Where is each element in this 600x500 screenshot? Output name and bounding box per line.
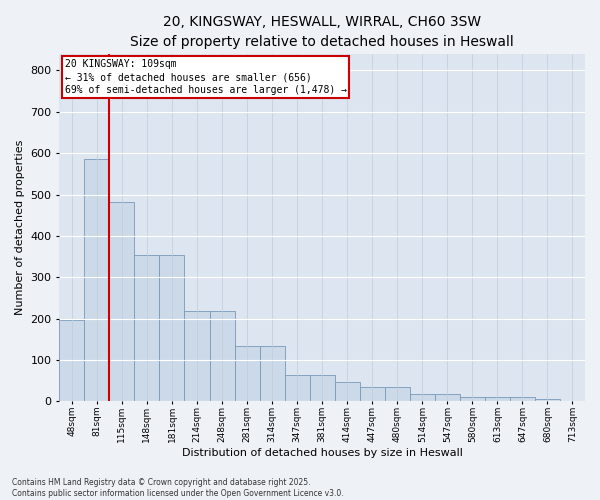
Bar [160,254,184,402]
Bar [59,320,85,402]
Title: 20, KINGSWAY, HESWALL, WIRRAL, CH60 3SW
Size of property relative to detached ho: 20, KINGSWAY, HESWALL, WIRRAL, CH60 3SW … [130,15,514,48]
Bar [335,382,360,402]
Bar [435,394,460,402]
Bar [284,374,310,402]
Bar [134,254,160,402]
X-axis label: Distribution of detached houses by size in Heswall: Distribution of detached houses by size … [182,448,463,458]
Bar [235,346,260,402]
Bar [260,346,284,402]
Bar [310,374,335,402]
Bar [109,202,134,402]
Bar [209,311,235,402]
Text: 20 KINGSWAY: 109sqm
← 31% of detached houses are smaller (656)
69% of semi-detac: 20 KINGSWAY: 109sqm ← 31% of detached ho… [65,59,347,96]
Text: Contains HM Land Registry data © Crown copyright and database right 2025.
Contai: Contains HM Land Registry data © Crown c… [12,478,344,498]
Bar [410,394,435,402]
Bar [485,398,510,402]
Bar [360,387,385,402]
Bar [535,398,560,402]
Bar [184,311,209,402]
Bar [510,398,535,402]
Y-axis label: Number of detached properties: Number of detached properties [15,140,25,316]
Bar [85,160,109,402]
Bar [385,387,410,402]
Bar [460,398,485,402]
